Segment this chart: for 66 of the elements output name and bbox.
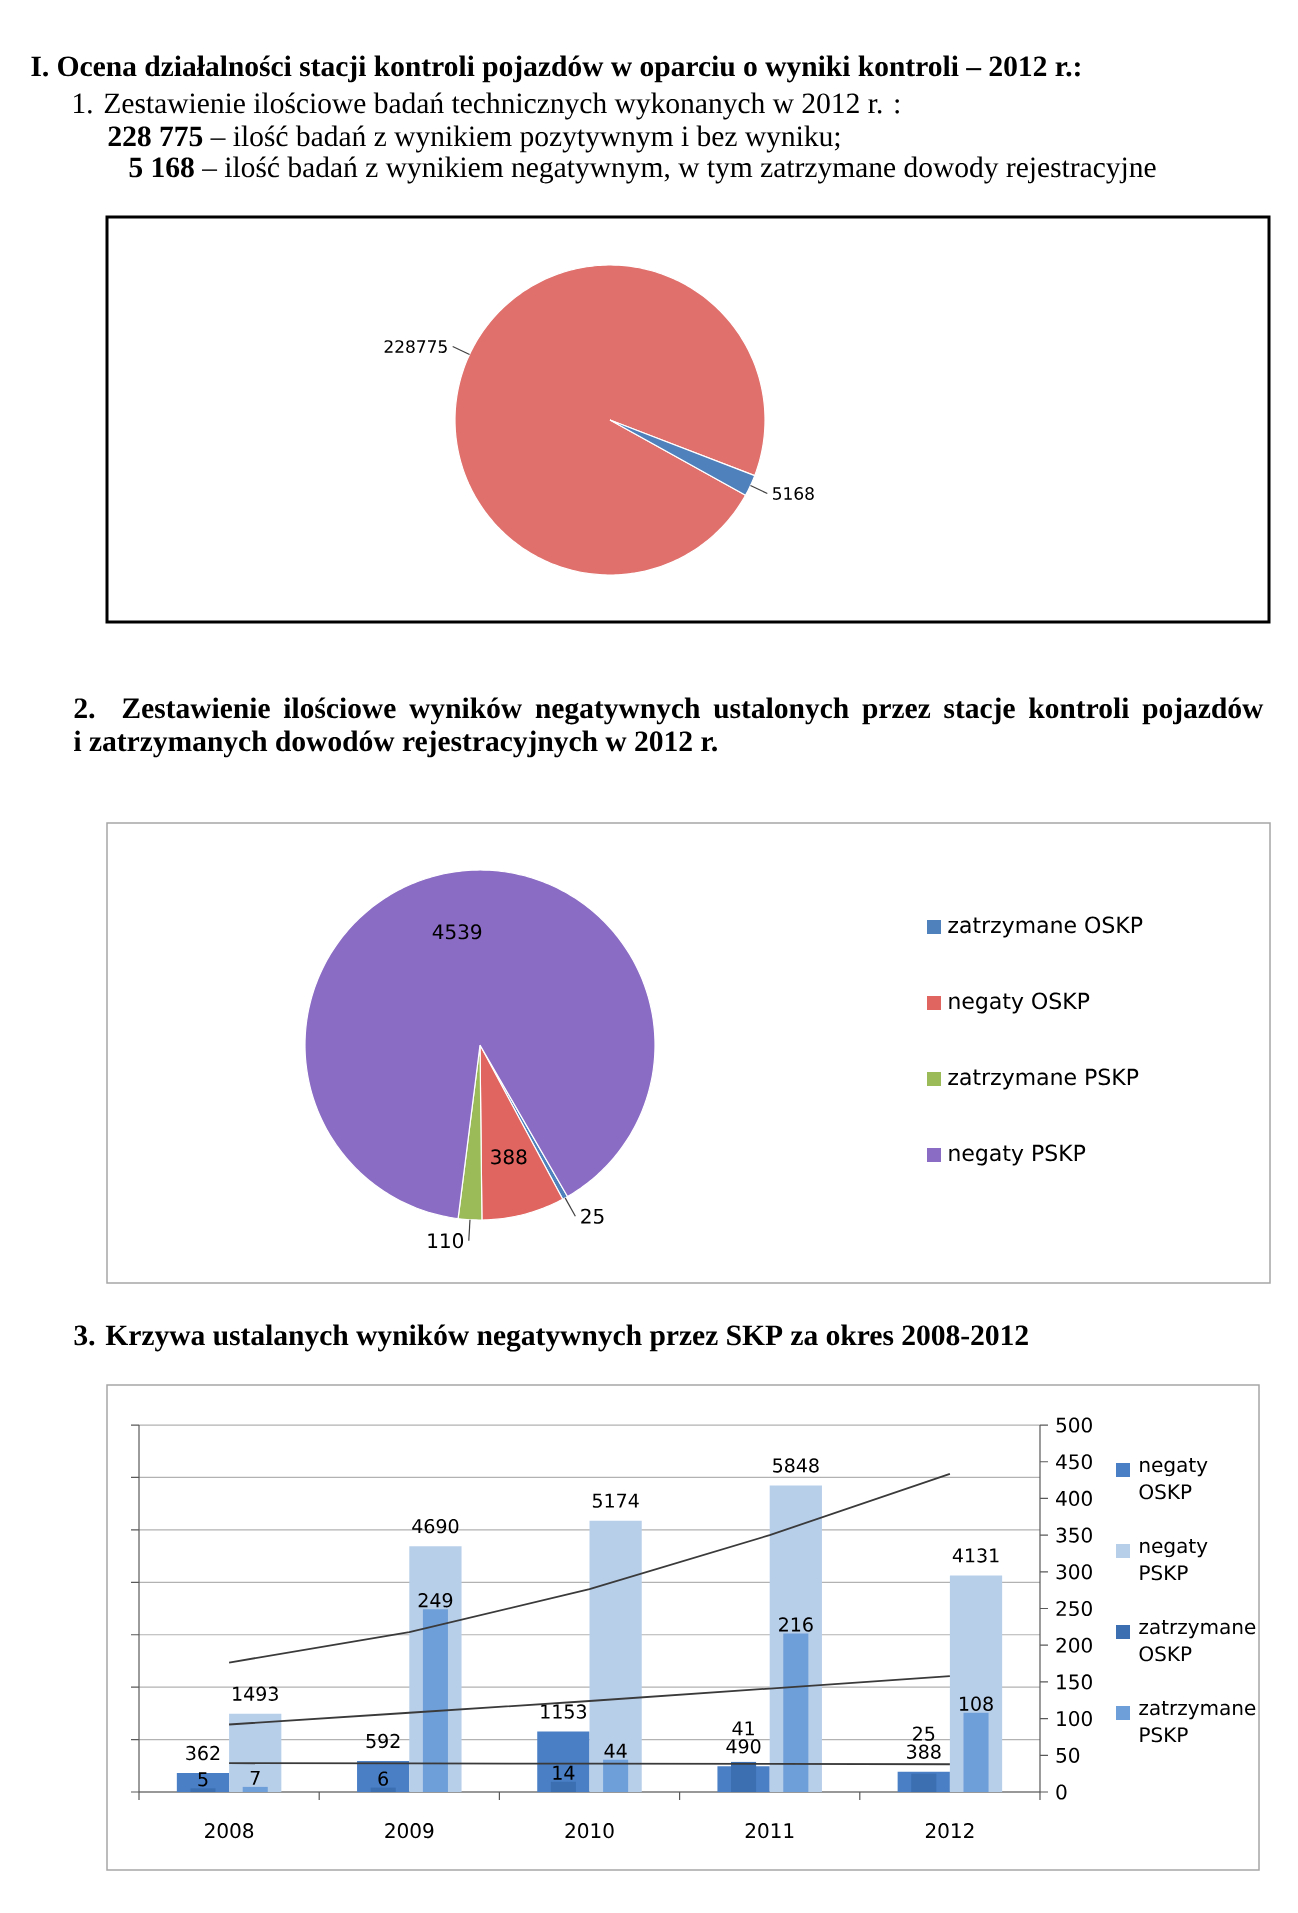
data-label: 592 (366, 1733, 400, 1749)
legend-label: zatrzymane PSKP (1139, 1701, 1256, 1743)
bar (242, 1786, 268, 1793)
legend-label: zatrzymane OSKP (948, 916, 1143, 938)
y2-tick-label: 300 (1056, 1564, 1092, 1580)
x-tick-label: 2010 (565, 1823, 614, 1839)
data-label: 14 (553, 1765, 575, 1780)
y2-tick-label: 200 (1056, 1637, 1092, 1653)
bar (229, 1713, 282, 1793)
data-label: 5 (198, 1772, 208, 1787)
data-label: 25 (581, 1208, 604, 1224)
data-label: 4539 (432, 924, 482, 940)
data-label: 44 (604, 1743, 627, 1758)
legend-label: negaty OSKP (1139, 1458, 1208, 1500)
chart-title: 3. Krzywa ustalanych wyników negatywnych przez SKP za okres 2008-2012 (74, 1324, 1028, 1352)
data-label: 110 (428, 1233, 464, 1249)
x-tick-label: 2012 (925, 1823, 974, 1839)
data-label: 25 (913, 1726, 935, 1741)
y2-tick-label: 250 (1056, 1600, 1092, 1617)
data-label: 5848 (773, 1458, 819, 1473)
data-label: 41 (732, 1721, 754, 1736)
chart-subtitle: 1. Zestawienie ilościowe badań technicznych wykonanych w 2012 r. : (74, 92, 899, 120)
y2-tick-label: 50 (1056, 1747, 1080, 1763)
data-label: 249 (418, 1593, 453, 1608)
data-label: 7 (250, 1770, 260, 1785)
legend-label: negaty OSKP (949, 992, 1090, 1014)
data-label: 108 (959, 1696, 993, 1711)
x-tick-label: 2011 (745, 1823, 794, 1839)
bar (603, 1759, 629, 1793)
y2-tick-label: 0 (1056, 1784, 1067, 1800)
y2-tick-label: 400 (1056, 1490, 1092, 1506)
data-label: 4690 (412, 1518, 459, 1534)
data-label: 5168 (773, 487, 814, 500)
x-tick-label: 2009 (385, 1823, 434, 1839)
text: 5 168 – ilość badań z wynikiem negatywnym, w tym zatrzymane dowody rejestracyjne (129, 156, 1156, 184)
data-label: 228775 (384, 340, 447, 354)
legend-label: negaty PSKP (1140, 1539, 1208, 1581)
y2-tick-label: 500 (1056, 1417, 1092, 1433)
bar (550, 1781, 576, 1793)
chart-title: 2. Zestawienie ilościowe wyników negatywnych ustalonych przez stacje kontroli pojazdów i zatrzymanych dowodów rejestracyjnych w 2012 r. (74, 697, 1264, 758)
bar (190, 1788, 216, 1793)
x-tick-label: 2008 (205, 1823, 254, 1839)
text: 228 775 – ilość badań z wynikiem pozytywnym i bez wyniku; (108, 125, 840, 153)
legend-label: zatrzymane PSKP (948, 1068, 1139, 1090)
data-label: 362 (186, 1745, 220, 1761)
y2-tick-label: 350 (1056, 1527, 1092, 1543)
y2-tick-label: 150 (1057, 1674, 1092, 1690)
bar (370, 1787, 396, 1793)
legend-label: zatrzymane OSKP (1139, 1620, 1256, 1662)
chart-title: I. Ocena działalności stacji kontroli pojazdów w oparciu o wyniki kontroli – 2012 r.: (31, 55, 1080, 83)
data-label: 5174 (592, 1493, 639, 1508)
data-label: 388 (907, 1744, 941, 1759)
data-label: 388 (491, 1149, 527, 1165)
data-label: 4131 (952, 1548, 999, 1563)
legend-label: negaty PSKP (949, 1144, 1086, 1166)
bar (589, 1520, 642, 1793)
data-label: 1493 (233, 1686, 278, 1701)
data-label: 1153 (541, 1704, 587, 1719)
data-label: 490 (726, 1739, 761, 1754)
y2-tick-label: 100 (1057, 1711, 1092, 1727)
bar (783, 1633, 809, 1793)
bar (963, 1712, 989, 1793)
data-label: 216 (779, 1617, 813, 1632)
y2-tick-label: 450 (1056, 1454, 1092, 1470)
bar (422, 1609, 448, 1793)
data-label: 6 (378, 1771, 389, 1786)
